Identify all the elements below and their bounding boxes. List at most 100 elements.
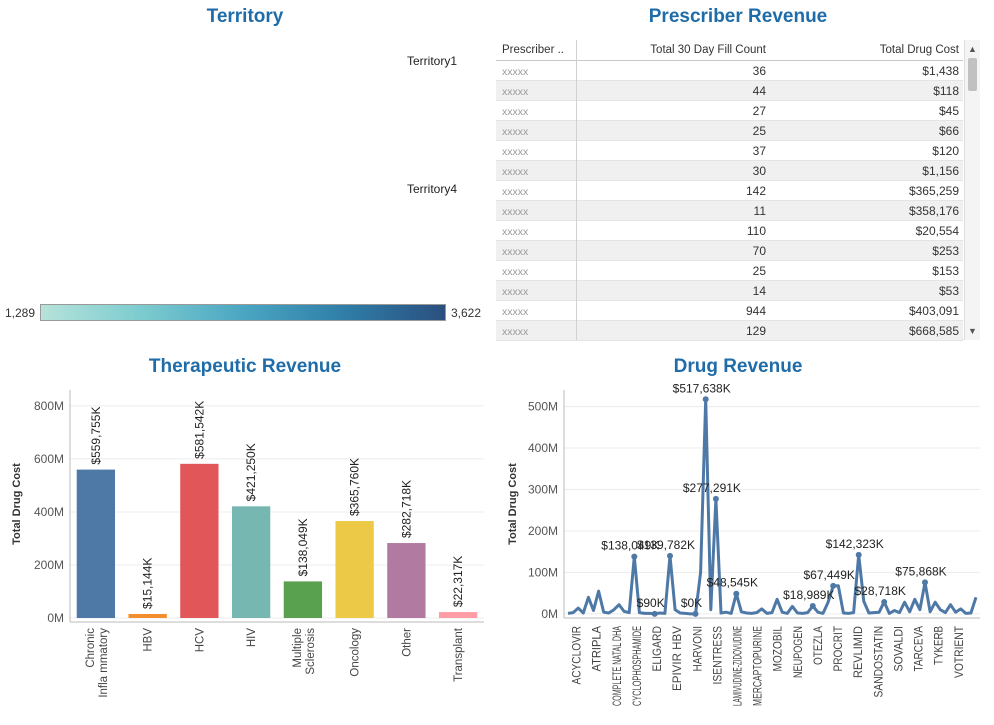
- x-tick-label: SOVALDI: [893, 626, 905, 672]
- treemap-tile-territory5[interactable]: Territory5: [222, 44, 399, 178]
- y-tick-label: 400M: [34, 505, 64, 519]
- y-tick-label: 800M: [34, 399, 64, 413]
- treemap-tile-territory1[interactable]: Territory1: [399, 44, 485, 172]
- x-tick-label: ACYCLOVIR: [572, 626, 584, 685]
- scroll-up-icon[interactable]: ▲: [968, 44, 977, 54]
- drug-cost-series-line[interactable]: [567, 397, 978, 616]
- bar-value-label: $22,317K: [451, 556, 465, 607]
- data-point-label: $277,291K: [683, 481, 741, 495]
- bar[interactable]: [180, 463, 219, 618]
- fill-count-cell: 129: [745, 324, 766, 338]
- fill-count-cell: 37: [752, 144, 766, 158]
- column-divider: [576, 40, 577, 340]
- drug-cost-cell: $118: [933, 84, 959, 98]
- table-row[interactable]: xxxxx 27 $45: [496, 101, 963, 121]
- y-axis-label: Total Drug Cost: [507, 463, 519, 545]
- data-point-label: $139,782K: [637, 538, 695, 552]
- table-row[interactable]: xxxxx 36 $1,438: [496, 61, 963, 81]
- table-row[interactable]: xxxxx 44 $118: [496, 81, 963, 101]
- table-row[interactable]: xxxxx 14 $53: [496, 281, 963, 301]
- x-tick-label: HBV: [143, 628, 155, 652]
- data-point[interactable]: [702, 396, 709, 403]
- data-point-label: $67,449K: [804, 568, 855, 582]
- table-header: Prescriber .. Total 30 Day Fill Count To…: [496, 40, 963, 61]
- drug-cost-cell: $403,091: [908, 304, 959, 318]
- column-header-prescriber[interactable]: Prescriber ..: [502, 44, 564, 56]
- drug-cost-cell: $1,438: [922, 64, 959, 78]
- x-tick-label: Transplant: [453, 627, 465, 682]
- prescriber-cell: xxxxx: [502, 66, 529, 78]
- column-header-fill-count[interactable]: Total 30 Day Fill Count: [650, 44, 766, 56]
- treemap-tile-territory4[interactable]: Territory4: [399, 172, 485, 288]
- bar-value-label: $559,755K: [89, 407, 103, 465]
- fill-count-cell: 25: [752, 264, 766, 278]
- prescriber-cell: xxxxx: [502, 146, 529, 158]
- bar[interactable]: [335, 521, 374, 618]
- scroll-down-icon[interactable]: ▼: [968, 326, 977, 336]
- bar[interactable]: [76, 469, 116, 618]
- x-tick-label: LAMIVUDINE-ZIDOVUDINE: [733, 626, 745, 706]
- x-tick-label: HCV: [194, 628, 206, 653]
- table-row[interactable]: xxxxx 944 $403,091: [496, 301, 963, 321]
- bar[interactable]: [128, 613, 167, 618]
- table-row[interactable]: xxxxx 37 $120: [496, 141, 963, 161]
- data-point[interactable]: [922, 579, 928, 586]
- data-point[interactable]: [830, 582, 837, 589]
- bar[interactable]: [387, 543, 426, 618]
- table-row[interactable]: xxxxx 70 $253: [496, 241, 963, 261]
- treemap-label: Territory3: [230, 188, 281, 202]
- drug-cost-cell: $253: [932, 244, 959, 258]
- table-row[interactable]: xxxxx 25 $66: [496, 121, 963, 141]
- table-row[interactable]: xxxxx 30 $1,156: [496, 161, 963, 181]
- data-point[interactable]: [733, 590, 740, 597]
- column-header-drug-cost[interactable]: Total Drug Cost: [879, 44, 959, 56]
- bar-value-label: $581,542K: [192, 401, 206, 459]
- treemap-label: Territory5: [230, 54, 281, 68]
- data-point[interactable]: [881, 598, 888, 605]
- data-point-label: $28,718K: [855, 584, 906, 598]
- table-row[interactable]: xxxxx 11 $358,176: [496, 201, 963, 221]
- x-tick-label: ISENTRESS: [712, 626, 724, 685]
- bar[interactable]: [231, 506, 271, 618]
- data-point-label: $75,868K: [895, 564, 946, 578]
- data-point-label: $90K: [637, 596, 665, 610]
- legend-max-label: 3,622: [451, 306, 482, 320]
- x-tick-label: MOZOBIL: [773, 625, 785, 671]
- fill-count-cell: 110: [746, 224, 766, 238]
- table-row[interactable]: xxxxx 129 $668,585: [496, 321, 963, 341]
- fill-count-cell: 944: [745, 304, 766, 318]
- scrollbar-thumb[interactable]: [968, 58, 977, 91]
- data-point[interactable]: [631, 553, 638, 560]
- table-row[interactable]: xxxxx 110 $20,554: [496, 221, 963, 241]
- data-point[interactable]: [692, 610, 699, 617]
- drug-cost-cell: $358,176: [908, 204, 959, 218]
- treemap-tile-territory2[interactable]: Territory2: [5, 174, 222, 288]
- x-tick-label: MultipleSclerosis: [292, 628, 317, 675]
- table-row[interactable]: xxxxx 25 $153: [496, 261, 963, 281]
- data-point-label: $0K: [681, 596, 702, 610]
- y-axis-label: Total Drug Cost: [11, 463, 23, 545]
- legend-min-label: 1,289: [5, 306, 36, 320]
- data-point[interactable]: [855, 551, 862, 558]
- bar-value-label: $282,718K: [399, 480, 413, 538]
- fill-count-cell: 36: [752, 64, 766, 78]
- treemap-tile-territory6[interactable]: Territory6: [5, 44, 222, 174]
- color-legend-bar: [40, 304, 446, 321]
- data-point-label: $48,545K: [707, 576, 758, 590]
- table-scrollbar[interactable]: ▲ ▼: [964, 40, 980, 340]
- treemap-tile-territory3[interactable]: Territory3: [222, 178, 399, 288]
- x-tick-label: CYCLOPHOSPHAMIDE: [632, 626, 644, 706]
- x-tick-label: HARVONI: [692, 626, 704, 672]
- data-point[interactable]: [667, 552, 673, 559]
- data-point[interactable]: [809, 602, 816, 609]
- data-point[interactable]: [651, 610, 658, 617]
- data-point[interactable]: [712, 495, 719, 502]
- x-tick-label: Other: [401, 628, 413, 657]
- bar-value-label: $365,760K: [348, 458, 362, 516]
- bar[interactable]: [283, 581, 323, 618]
- table-row[interactable]: xxxxx 142 $365,259: [496, 181, 963, 201]
- fill-count-cell: 25: [752, 124, 766, 138]
- drug-line-chart: 0M 100M 200M 300M 400M 500M Total Drug Cost $13…: [507, 381, 980, 706]
- bar[interactable]: [438, 612, 478, 618]
- prescriber-table: Prescriber .. Total 30 Day Fill Count To…: [496, 40, 980, 341]
